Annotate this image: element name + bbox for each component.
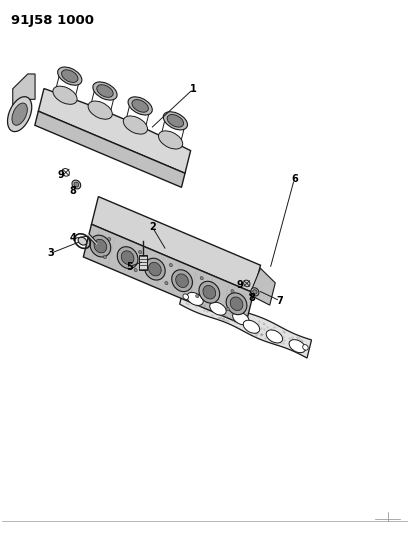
Ellipse shape <box>94 239 106 253</box>
Ellipse shape <box>200 277 203 280</box>
Ellipse shape <box>182 294 188 300</box>
Ellipse shape <box>195 295 198 298</box>
Ellipse shape <box>232 312 249 325</box>
Ellipse shape <box>128 97 152 115</box>
Polygon shape <box>139 255 147 270</box>
Ellipse shape <box>74 182 79 187</box>
Ellipse shape <box>226 293 246 314</box>
Ellipse shape <box>90 235 110 257</box>
Text: 3: 3 <box>47 248 54 259</box>
Text: 5: 5 <box>126 262 133 271</box>
Ellipse shape <box>250 288 258 296</box>
Ellipse shape <box>230 289 234 293</box>
Ellipse shape <box>169 263 172 266</box>
Ellipse shape <box>7 96 31 132</box>
Polygon shape <box>249 268 274 305</box>
Ellipse shape <box>252 289 256 294</box>
Ellipse shape <box>97 85 113 98</box>
Text: 6: 6 <box>290 174 297 184</box>
Ellipse shape <box>187 293 203 305</box>
Ellipse shape <box>302 345 308 350</box>
Ellipse shape <box>72 180 81 189</box>
Ellipse shape <box>243 320 259 333</box>
Ellipse shape <box>53 86 77 104</box>
Text: 7: 7 <box>276 296 283 306</box>
Ellipse shape <box>121 251 134 264</box>
Ellipse shape <box>148 262 161 276</box>
Ellipse shape <box>144 258 165 280</box>
Ellipse shape <box>158 131 182 149</box>
Ellipse shape <box>88 101 112 119</box>
Text: 8: 8 <box>70 186 76 196</box>
Ellipse shape <box>132 100 148 112</box>
Polygon shape <box>83 224 253 326</box>
Ellipse shape <box>229 297 242 311</box>
Ellipse shape <box>134 269 137 272</box>
Ellipse shape <box>58 67 82 85</box>
Polygon shape <box>38 88 190 173</box>
Ellipse shape <box>117 247 137 269</box>
Ellipse shape <box>288 340 305 353</box>
Ellipse shape <box>226 308 229 311</box>
Text: 1: 1 <box>189 84 196 94</box>
Ellipse shape <box>61 70 78 83</box>
Ellipse shape <box>12 103 27 125</box>
Text: 4: 4 <box>70 233 76 244</box>
Text: 91J58 1000: 91J58 1000 <box>11 14 94 27</box>
Ellipse shape <box>92 82 117 100</box>
Text: 8: 8 <box>247 293 254 303</box>
Ellipse shape <box>163 112 187 130</box>
Ellipse shape <box>78 237 87 245</box>
Ellipse shape <box>123 116 147 134</box>
Ellipse shape <box>202 285 215 299</box>
Ellipse shape <box>108 237 110 241</box>
Ellipse shape <box>171 270 192 292</box>
Ellipse shape <box>198 281 219 303</box>
Polygon shape <box>35 111 184 188</box>
Text: 9: 9 <box>57 170 64 180</box>
Polygon shape <box>13 74 35 110</box>
Ellipse shape <box>265 330 282 343</box>
Ellipse shape <box>209 302 226 315</box>
Polygon shape <box>179 286 311 358</box>
Ellipse shape <box>138 251 142 254</box>
Ellipse shape <box>167 115 183 127</box>
Ellipse shape <box>103 255 106 259</box>
Ellipse shape <box>164 281 168 285</box>
Polygon shape <box>91 197 260 293</box>
Text: 2: 2 <box>148 222 155 232</box>
Text: 9: 9 <box>236 280 242 290</box>
Ellipse shape <box>175 274 188 287</box>
